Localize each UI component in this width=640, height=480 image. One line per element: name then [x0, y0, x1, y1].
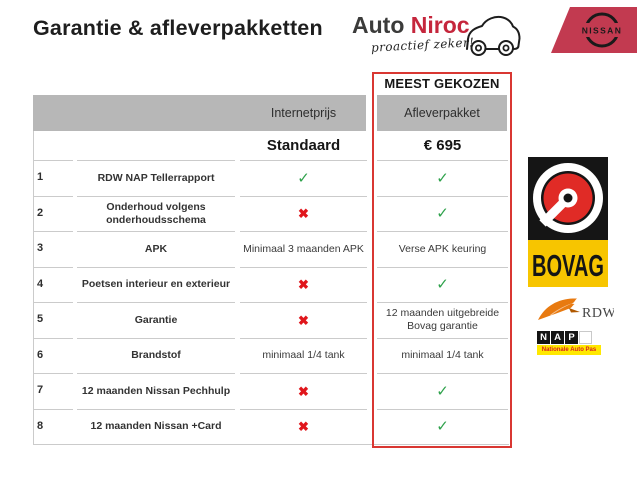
check-icon: ✓ [436, 276, 449, 294]
check-icon: ✓ [436, 169, 449, 187]
row-number: 1 [33, 160, 73, 196]
cross-icon: ✖ [298, 419, 309, 435]
row-number: 7 [33, 373, 73, 409]
row-label: Brandstof [77, 337, 235, 374]
nissan-emblem: NISSAN [577, 12, 627, 48]
table-cell: ✖ [240, 195, 367, 232]
row-label: Onderhoud volgens onderhoudsschema [77, 195, 235, 232]
table-cell: ✓ [377, 160, 508, 196]
cross-icon: ✖ [298, 312, 309, 328]
cross-icon: ✖ [298, 277, 309, 293]
table-cell: ✖ [240, 266, 367, 303]
table-cell: 12 maanden uitgebreide Bovag garantie [377, 302, 508, 338]
row-number: 2 [33, 195, 73, 232]
table-cell: Verse APK keuring [377, 231, 508, 267]
table-row: 4 Poetsen interieur en exterieur ✖ ✓ [33, 266, 512, 303]
check-icon: ✓ [436, 205, 449, 223]
table-rows: 1 RDW NAP Tellerrapport ✓ ✓ 2 Onderhoud volge… [33, 160, 512, 444]
table-cell: ✓ [377, 408, 508, 445]
row-number: 6 [33, 337, 73, 374]
cross-icon: ✖ [298, 383, 309, 399]
brand-logo: Auto Niroc proactief zeker! [352, 10, 530, 60]
column-header-afleverpakket: Afleverpakket [404, 106, 480, 120]
row-number: 3 [33, 231, 73, 267]
table-row: 1 RDW NAP Tellerrapport ✓ ✓ [33, 160, 512, 196]
rdw-label: RDW [582, 306, 614, 321]
table-row: 3 APK Minimaal 3 maanden APK Verse APK keur… [33, 231, 512, 267]
table-cell: ✓ [377, 195, 508, 232]
price-package: € 695 [423, 137, 462, 154]
brand-name-auto: Auto [352, 12, 411, 38]
most-chosen-badge: MEEST GEKOZEN [384, 76, 500, 91]
row-label: Garantie [77, 302, 235, 338]
brand-name-niroc: Niroc [410, 12, 470, 38]
table-row: 2 Onderhoud volgens onderhoudsschema ✖ ✓ [33, 195, 512, 232]
row-label: RDW NAP Tellerrapport [77, 160, 235, 196]
table-left-border [33, 131, 34, 444]
header-bar-right [377, 95, 507, 131]
check-icon: ✓ [436, 382, 449, 400]
table-bottom-border [33, 444, 509, 445]
nissan-logo: NISSAN [551, 7, 637, 53]
table-cell: minimaal 1/4 tank [377, 337, 508, 374]
table-cell: ✖ [240, 408, 367, 445]
check-icon: ✓ [436, 418, 449, 436]
nap-empty-box [579, 331, 592, 344]
cross-icon: ✖ [298, 206, 309, 222]
comparison-table: MEEST GEKOZEN Internetprijs Afleverpakke… [33, 72, 512, 448]
table-cell: ✓ [377, 373, 508, 409]
table-cell: minimaal 1/4 tank [240, 337, 367, 374]
cell-text: minimaal 1/4 tank [262, 349, 345, 362]
cell-text: Minimaal 3 maanden APK [243, 242, 364, 255]
price-standard: Standaard [266, 137, 341, 154]
car-sketch-icon [466, 16, 521, 56]
cell-text: Verse APK keuring [398, 242, 487, 255]
table-cell: ✖ [240, 302, 367, 338]
table-cell: ✓ [240, 160, 367, 196]
row-number: 4 [33, 266, 73, 303]
row-label: 12 maanden Nissan +Card [77, 408, 235, 445]
table-row: 8 12 maanden Nissan +Card ✖ ✓ [33, 408, 512, 445]
nap-subtitle: Nationale Auto Pas [537, 345, 601, 355]
nissan-wordmark: NISSAN [582, 26, 623, 36]
table-cell: ✓ [377, 266, 508, 303]
table-cell: ✖ [240, 373, 367, 409]
nap-letter: A [551, 331, 564, 344]
bovag-label: BOVAG [532, 248, 604, 283]
row-number: 8 [33, 408, 73, 445]
cell-text: 12 maanden uitgebreide Bovag garantie [385, 307, 500, 333]
table-cell: Minimaal 3 maanden APK [240, 231, 367, 267]
bovag-logo: BOVAG [528, 157, 608, 287]
row-label: APK [77, 231, 235, 267]
rdw-logo: RDW [538, 298, 614, 321]
row-label: Poetsen interieur en exterieur [77, 266, 235, 303]
column-header-internetprijs: Internetprijs [270, 106, 337, 120]
check-icon: ✓ [297, 169, 310, 187]
row-label: 12 maanden Nissan Pechhulp [77, 373, 235, 409]
cell-text: minimaal 1/4 tank [401, 349, 484, 362]
nap-letter: N [537, 331, 550, 344]
table-row: 7 12 maanden Nissan Pechhulp ✖ ✓ [33, 373, 512, 409]
table-row: 6 Brandstof minimaal 1/4 tank minimaal 1/4 … [33, 337, 512, 374]
header-bar-left [33, 95, 366, 131]
row-number: 5 [33, 302, 73, 338]
brand-name: Auto Niroc [352, 12, 470, 39]
nap-letter: P [565, 331, 578, 344]
table-row: 5 Garantie ✖ 12 maanden uitgebreide Bovag g… [33, 302, 512, 338]
page-title: Garantie & afleverpakketten [33, 16, 323, 40]
